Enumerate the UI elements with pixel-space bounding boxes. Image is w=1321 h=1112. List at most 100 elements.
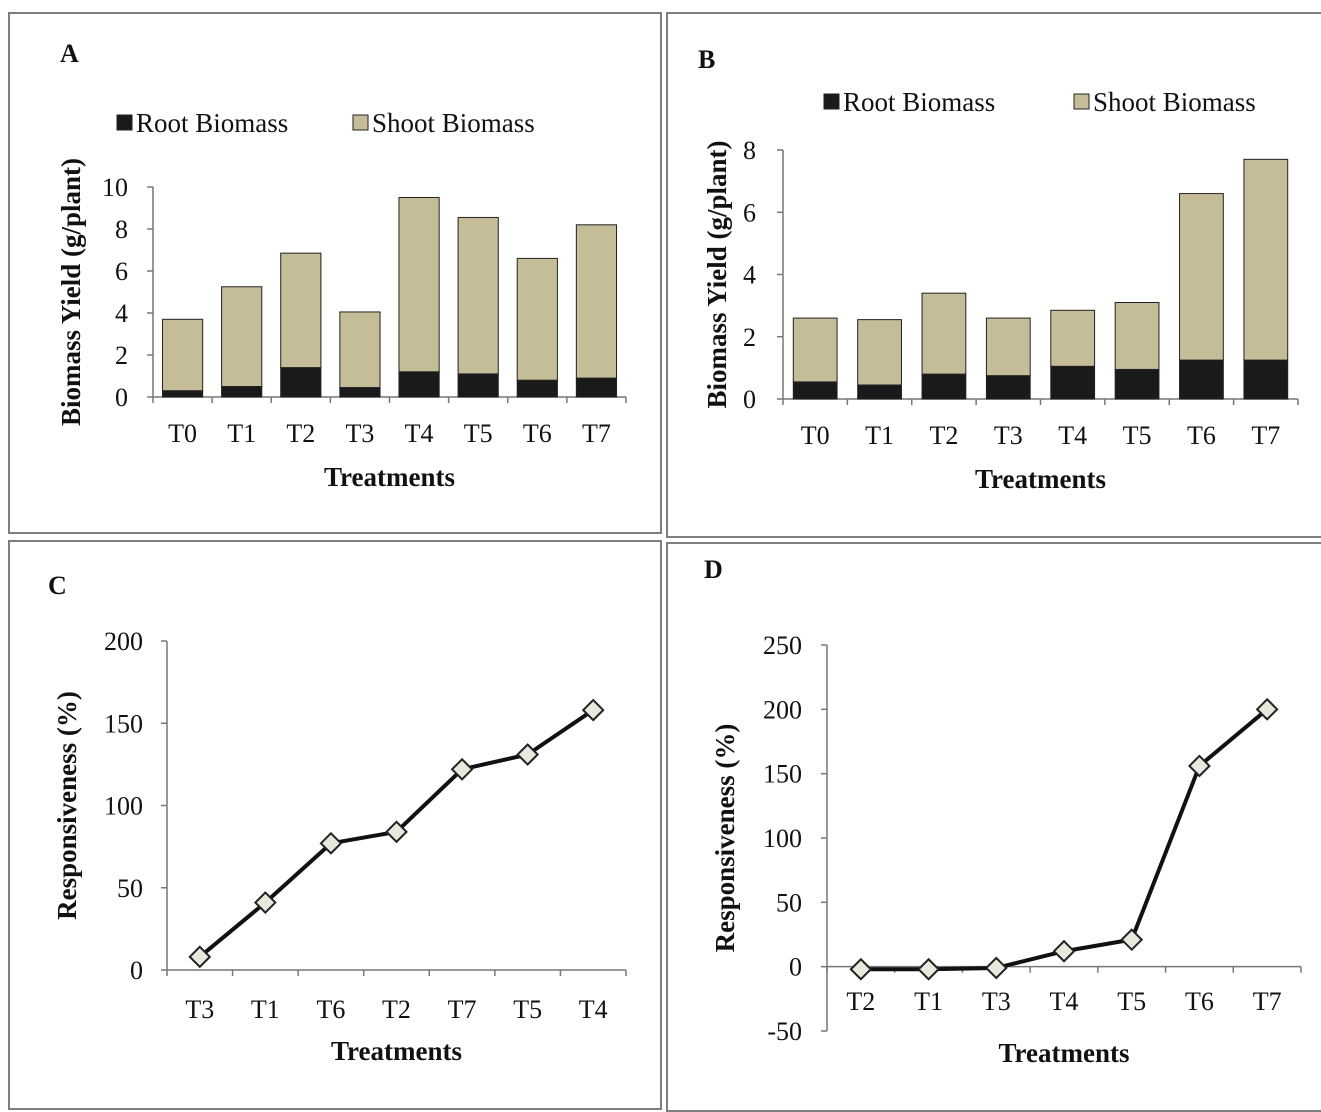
x-axis-title: Treatments (975, 464, 1106, 494)
legend-swatch (116, 114, 133, 131)
bar-shoot (516, 257, 558, 381)
x-tick-label: T6 (316, 995, 345, 1024)
chart-b: B 0 2 4 6 8 T0 T1 T2 T3 T4 T5 T6 T7 Treatments Biomass … (698, 45, 1299, 494)
x-tick-label: T7 (448, 995, 477, 1024)
bar-shoot (1243, 158, 1289, 361)
panel-label: B (698, 45, 715, 74)
series-line (860, 707, 1269, 972)
x-tick-label: T4 (405, 419, 434, 448)
y-tick-label: 0 (130, 956, 143, 985)
panel-c: C 0 50 100 150 200 T3 T1 T6 T2 T7 T5 T4 Treatments Res… (8, 540, 662, 1110)
y-tick-label: 10 (102, 173, 128, 202)
panel-b: B 0 2 4 6 8 T0 T1 T2 T3 T4 T5 T6 T7 Treatments Biomass … (666, 12, 1321, 538)
data-point (849, 957, 873, 981)
panel-label: C (48, 571, 67, 600)
legend-label: Root Biomass (136, 108, 288, 138)
panel-a: A 0 2 4 6 8 10 T0 T1 T2 T3 T4 T5 T6 T7 Treatments Biomas… (8, 12, 662, 534)
panel-label: A (60, 39, 79, 68)
bar-root (1114, 368, 1160, 400)
bar-shoot (398, 197, 440, 373)
bar-root (161, 390, 204, 398)
x-tick-label: T1 (227, 419, 256, 448)
y-tick-label: 2 (743, 323, 756, 352)
y-tick-label: 8 (115, 215, 128, 244)
x-tick-label: T6 (1187, 421, 1216, 450)
bar-root (792, 381, 838, 400)
y-axis-title: Biomass Yield (g/plant) (702, 140, 732, 408)
chart-a: A 0 2 4 6 8 10 T0 T1 T2 T3 T4 T5 T6 T7 Treatments Biomas… (56, 39, 627, 492)
x-axis-title: Treatments (331, 1036, 462, 1066)
y-tick-label: 100 (104, 792, 143, 821)
legend-swatch (1073, 93, 1090, 110)
x-tick-label: T3 (994, 421, 1023, 450)
x-tick-label: T5 (464, 419, 493, 448)
chart-c: C 0 50 100 150 200 T3 T1 T6 T2 T7 T5 T4 Treatments Res… (48, 571, 627, 1066)
bar-shoot (792, 317, 838, 383)
panel-d: D -50 0 50 100 150 200 250 T2 T1 T3 T4 T5 T6 T7 Treatme… (666, 542, 1321, 1112)
y-tick-label: 4 (743, 261, 756, 290)
y-tick-label: 0 (743, 385, 756, 414)
x-tick-label: T3 (185, 995, 214, 1024)
data-point (581, 698, 605, 722)
data-point (253, 891, 277, 914)
legend-swatch (352, 114, 369, 131)
y-tick-label: 200 (104, 627, 143, 656)
bar-root (457, 373, 499, 398)
data-point (984, 956, 1008, 980)
x-tick-label: T3 (345, 419, 374, 448)
y-axis-title: Responsiveness (%) (710, 724, 740, 953)
bar-shoot (575, 224, 618, 379)
y-tick-label: 0 (115, 383, 128, 412)
data-point (1120, 928, 1144, 952)
data-point (1255, 697, 1279, 721)
y-tick-label: 150 (104, 709, 143, 738)
bar-root (280, 367, 322, 398)
x-tick-label: T3 (982, 987, 1011, 1016)
bar-shoot (1050, 309, 1096, 367)
bar-shoot (921, 292, 967, 375)
bar-root (516, 379, 558, 398)
y-tick-label: 6 (115, 257, 128, 286)
data-point (450, 757, 474, 781)
bar-root (1050, 365, 1096, 400)
x-tick-label: T0 (801, 421, 830, 450)
y-tick-label: 2 (115, 341, 128, 370)
data-point (188, 945, 212, 969)
x-axis-title: Treatments (324, 462, 455, 492)
x-tick-label: T1 (251, 995, 280, 1024)
bar-shoot (280, 252, 322, 369)
x-tick-label: T2 (846, 987, 875, 1016)
x-tick-label: T6 (1185, 987, 1214, 1016)
y-axis-title: Responsiveness (%) (52, 691, 82, 920)
y-tick-label: 250 (763, 631, 802, 660)
x-tick-label: T5 (1123, 421, 1152, 450)
bar-root (398, 371, 440, 398)
data-point (516, 743, 540, 766)
bar-root (221, 386, 263, 398)
legend-label: Root Biomass (843, 87, 995, 117)
y-tick-label: 4 (115, 299, 128, 328)
x-tick-label: T5 (1117, 987, 1146, 1016)
chart-d: D -50 0 50 100 150 200 250 T2 T1 T3 T4 T5 T6 T7 Treatme… (704, 555, 1302, 1068)
bar-shoot (985, 317, 1031, 377)
bar-root (921, 373, 967, 400)
y-tick-label: 150 (763, 760, 802, 789)
bar-shoot (1179, 193, 1224, 361)
data-point (1188, 754, 1211, 778)
x-tick-label: T4 (579, 995, 608, 1024)
x-tick-label: T7 (1253, 987, 1282, 1016)
y-tick-label: 50 (776, 888, 802, 917)
y-tick-label: -50 (767, 1017, 802, 1046)
x-tick-label: T2 (286, 419, 315, 448)
bar-shoot (857, 319, 902, 386)
y-tick-label: 0 (789, 953, 802, 982)
bar-root (339, 387, 381, 398)
y-tick-label: 200 (763, 695, 802, 724)
x-tick-label: T7 (1251, 421, 1280, 450)
bar-root (857, 384, 902, 400)
x-tick-label: T1 (914, 987, 943, 1016)
x-tick-label: T2 (929, 421, 958, 450)
bar-shoot (161, 318, 204, 392)
bar-shoot (221, 286, 263, 387)
x-tick-label: T4 (1050, 987, 1079, 1016)
